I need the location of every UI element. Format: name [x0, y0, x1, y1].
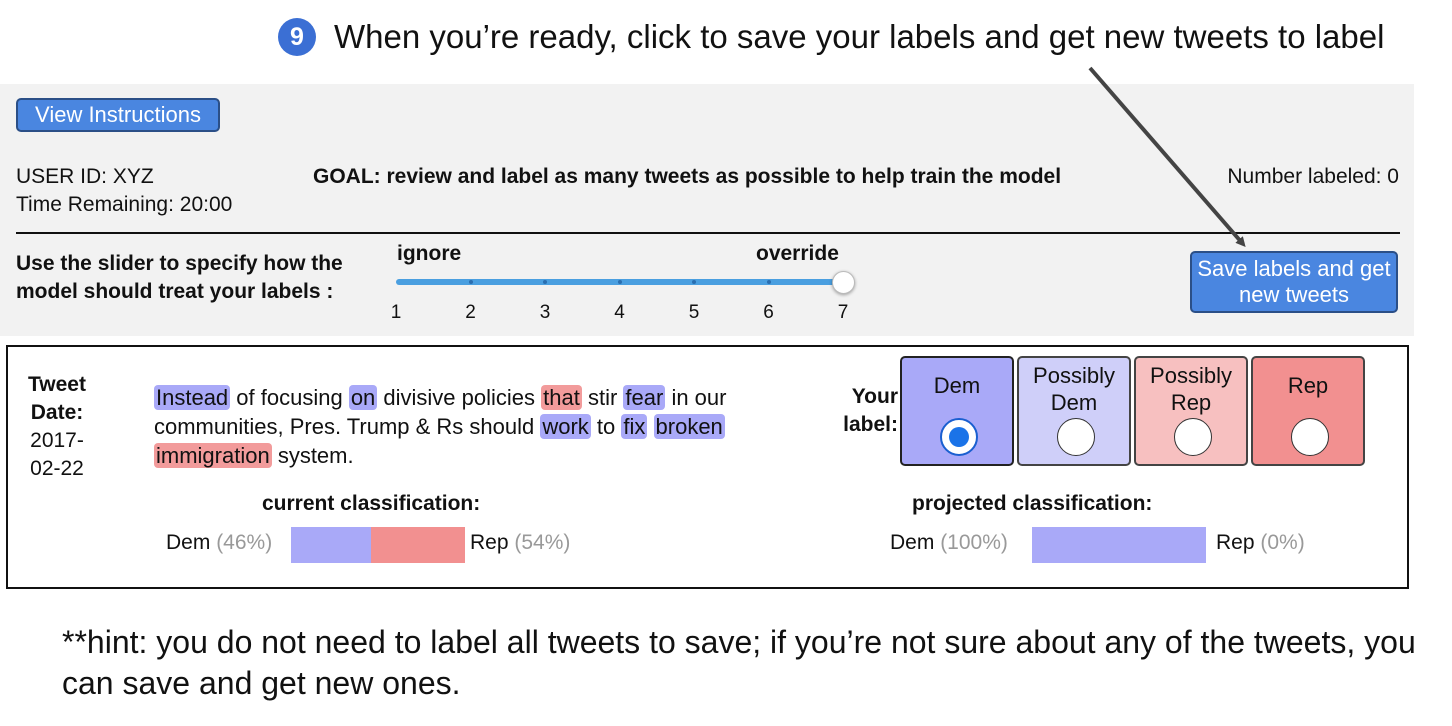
- rep-label: Rep: [470, 531, 509, 554]
- tweet-date-label: Tweet Date:: [28, 373, 86, 424]
- label-option-text: Dem: [933, 373, 981, 398]
- labeling-panel: View Instructions USER ID: XYZ Time Rema…: [0, 84, 1414, 336]
- slider-tick-mark: [692, 280, 696, 284]
- tweet-date: 2017-02-22: [30, 429, 84, 480]
- dem-label: Dem: [890, 531, 935, 554]
- label-option-rep[interactable]: Rep: [1251, 356, 1365, 466]
- header-divider: [16, 232, 1400, 234]
- tweet-card: Tweet Date: 2017-02-22 Instead of focusi…: [6, 345, 1409, 589]
- current-rep-label: Rep (54%): [470, 529, 570, 557]
- slider-tick-mark: [617, 280, 622, 284]
- highlighted-word-dem: fear: [623, 385, 666, 410]
- label-option-text: Possibly Rep: [1150, 363, 1232, 415]
- current-classification-title: current classification:: [262, 492, 481, 515]
- radio-button[interactable]: [1291, 418, 1329, 456]
- slider-tick-label: 3: [539, 302, 551, 323]
- goal-text: GOAL: review and label as many tweets as…: [313, 165, 1062, 188]
- dem-label: Dem: [166, 531, 211, 554]
- view-instructions-button[interactable]: View Instructions: [16, 98, 220, 132]
- slider-thumb[interactable]: [832, 271, 855, 294]
- projected-classification-bar: [1032, 527, 1206, 563]
- tweet-text-segment: stir: [581, 385, 624, 410]
- label-option-text: Rep: [1287, 373, 1329, 398]
- current-classification-bar: [291, 527, 465, 563]
- dem-bar-segment: [1032, 527, 1206, 563]
- tweet-text-segment: to: [590, 414, 622, 439]
- slider-instruction: Use the slider to specify how the model …: [16, 252, 343, 303]
- dem-percent: (46%): [216, 531, 273, 554]
- time-remaining: Time Remaining: 20:00: [16, 193, 233, 216]
- highlighted-word-dem: broken: [653, 414, 725, 439]
- tweet-text-segment: of focusing: [230, 385, 349, 410]
- radio-button[interactable]: [1174, 418, 1212, 456]
- tweet-text: Instead of focusing on divisive policies…: [154, 383, 754, 470]
- slider-tick-mark: [766, 280, 771, 284]
- tweet-text-segment: [647, 414, 653, 439]
- rep-label: Rep: [1216, 531, 1255, 554]
- highlighted-word-dem: Instead: [154, 385, 231, 410]
- slider-tick-label: 5: [688, 302, 700, 323]
- projected-rep-label: Rep (0%): [1216, 529, 1305, 557]
- dem-bar-segment: [291, 527, 372, 563]
- radio-button[interactable]: [1057, 418, 1095, 456]
- label-option-text: Possibly Dem: [1033, 363, 1115, 415]
- projected-dem-label: Dem (100%): [890, 529, 1008, 557]
- label-option-dem[interactable]: Dem: [900, 356, 1014, 466]
- highlighted-word-dem: work: [540, 414, 591, 439]
- slider-max-label: override: [756, 242, 839, 265]
- radio-button[interactable]: [940, 418, 978, 456]
- save-labels-button[interactable]: Save labels and get new tweets: [1190, 251, 1398, 313]
- step-number-badge: 9: [278, 18, 316, 56]
- label-option-possibly-dem[interactable]: Possibly Dem: [1017, 356, 1131, 466]
- slider-tick-label: 1: [390, 302, 402, 323]
- highlighted-word-dem: on: [348, 385, 378, 410]
- tweet-text-segment: system.: [271, 443, 354, 468]
- number-labeled: Number labeled: 0: [1227, 165, 1399, 188]
- slider-tick-label: 7: [837, 302, 849, 323]
- current-dem-label: Dem (46%): [166, 529, 272, 557]
- slider-tick-label: 4: [614, 302, 625, 323]
- rep-percent: (0%): [1260, 531, 1305, 554]
- rep-bar-segment: [371, 527, 465, 563]
- your-label-heading: Your label:: [843, 385, 898, 436]
- highlighted-word-dem: fix: [621, 414, 648, 439]
- slider-tick-mark: [543, 280, 547, 284]
- tweet-text-segment: in our communities, Pres. Trump & Rs sho…: [154, 385, 727, 439]
- user-id: USER ID: XYZ: [16, 165, 154, 188]
- slider-tick-label: 6: [763, 302, 774, 323]
- highlighted-word-rep: that: [541, 385, 582, 410]
- label-option-possibly-rep[interactable]: Possibly Rep: [1134, 356, 1248, 466]
- slider-tick-mark: [468, 280, 473, 284]
- projected-classification-title: projected classification:: [912, 492, 1153, 515]
- tweet-text-segment: divisive policies: [377, 385, 542, 410]
- hint-text: **hint: you do not need to label all twe…: [62, 624, 1416, 701]
- callout-text: When you’re ready, click to save your la…: [334, 18, 1385, 55]
- rep-percent: (54%): [514, 531, 571, 554]
- dem-percent: (100%): [940, 531, 1008, 554]
- slider-tick-label: 2: [465, 302, 476, 323]
- slider-min-label: ignore: [397, 242, 462, 265]
- highlighted-word-rep: immigration: [154, 443, 272, 468]
